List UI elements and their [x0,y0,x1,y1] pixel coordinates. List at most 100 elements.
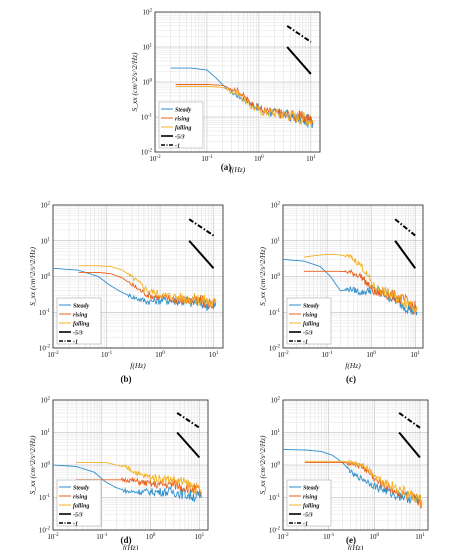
series-line-falling [76,461,202,495]
legend-entry: -5/3 [73,513,83,519]
legend-entry: Steady [73,304,90,310]
y-tick-label: 100 [41,462,51,470]
x-tick-label: 100 [254,155,264,163]
y-tick-label: 10-1 [39,309,51,317]
legend-entry: -1 [73,522,78,528]
x-tick-label: 100 [366,351,376,359]
legend-entry: falling [73,504,89,510]
y-tick-label: 102 [41,397,51,405]
y-axis-label: S_xx (cm^2/s^2/Hz) [28,435,37,495]
y-tick-label: 102 [143,9,153,17]
slope-line [398,412,421,429]
y-axis-label: S_xx (cm^2/s^2/Hz) [28,246,37,306]
legend-entry: Steady [175,108,192,114]
slope-line [398,431,421,459]
y-tick-label: 10-1 [269,494,281,502]
legend-entry: -5/3 [303,331,313,337]
x-axis-label: f(Hz) [123,543,139,550]
chart-panel-c: 10-2 10-1 100 101 10-2 10-1 100 101 102 f(Hz) S_xx… [258,202,424,370]
x-tick-label: 10-1 [96,533,108,541]
x-tick-label: 10-1 [201,155,213,163]
legend-entry: Steady [73,486,90,492]
y-tick-label: 101 [271,237,281,245]
series-line-falling [175,85,314,126]
x-tick-label: 100 [370,533,380,541]
y-tick-label: 10-1 [141,114,153,122]
legend-entry: -1 [303,340,308,346]
slope-line [188,240,215,269]
legend [56,479,102,527]
panel-label-b: (b) [121,374,132,384]
legend-entry: -1 [303,522,308,528]
plot-frame [52,204,224,349]
y-tick-label: 101 [41,237,51,245]
legend-entry: falling [175,126,191,132]
y-tick-label: 100 [271,273,281,281]
legend-entry: falling [303,322,319,328]
x-tick-label: 101 [209,351,219,359]
y-tick-label: 10-1 [269,309,281,317]
y-tick-label: 10-2 [39,527,51,535]
x-tick-label: 10-1 [323,533,335,541]
x-axis-label: f(Hz) [230,165,246,174]
x-axis-label: f(Hz) [345,361,361,370]
chart-panel-b: 10-2 10-1 100 101 10-2 10-1 100 101 102 f(Hz) S_xx… [28,202,224,370]
plot-frame [154,11,321,153]
series-line-rising [78,271,217,311]
legend [56,297,102,345]
slope-line [394,218,416,237]
x-tick-label: 101 [415,533,425,541]
series-line-falling [304,253,418,312]
y-tick-label: 10-2 [141,149,153,157]
x-tick-label: 10-1 [101,351,113,359]
x-axis-label: f(Hz) [130,361,146,370]
legend-entry: -5/3 [73,331,83,337]
legend-entry: rising [73,495,87,501]
y-tick-label: 101 [271,429,281,437]
x-tick-label: 10-2 [277,533,289,541]
y-tick-label: 101 [143,44,153,52]
legend-entry: rising [303,495,317,501]
y-tick-label: 102 [271,202,281,210]
panel-label-c: (c) [346,374,356,384]
slope-line [394,240,417,269]
x-axis-label: f(Hz) [348,543,364,550]
series-line-falling [304,459,423,507]
panel-label-d: (d) [121,535,132,545]
legend-entry: -5/3 [303,513,313,519]
x-tick-label: 100 [155,351,165,359]
x-tick-label: 101 [195,533,205,541]
y-tick-label: 101 [41,429,51,437]
x-tick-label: 101 [306,155,316,163]
y-tick-label: 100 [271,462,281,470]
series-line-falling [78,265,217,307]
x-tick-label: 10-2 [47,533,59,541]
y-tick-label: 10-2 [269,527,281,535]
legend-entry: falling [303,504,319,510]
y-tick-label: 10-1 [39,494,51,502]
y-tick-label: 102 [271,397,281,405]
y-axis-label: S_xx (cm^2/s^2/Hz) [258,246,267,306]
x-tick-label: 101 [410,351,420,359]
chart-panel-a: 10-2 10-1 100 101 10-2 10-1 100 101 102 f(Hz) S_xx… [130,9,321,174]
x-tick-label: 10-2 [47,351,59,359]
slope-line [188,218,215,237]
legend-entry: Steady [303,486,320,492]
legend [286,297,332,345]
plot-frame [282,204,424,349]
panel-label-a: (a) [221,162,232,172]
legend-entry: -1 [175,144,180,150]
legend-entry: -5/3 [175,135,185,141]
slope-line [176,431,201,459]
x-tick-label: 10-1 [321,351,333,359]
y-tick-label: 10-2 [269,345,281,353]
x-tick-label: 10-2 [277,351,289,359]
y-tick-label: 102 [41,202,51,210]
legend-entry: Steady [303,304,320,310]
y-tick-label: 10-2 [39,345,51,353]
x-tick-label: 10-2 [149,155,161,163]
legend-entry: rising [303,313,317,319]
series-line-steady [52,464,202,502]
legend-entry: rising [175,117,189,123]
